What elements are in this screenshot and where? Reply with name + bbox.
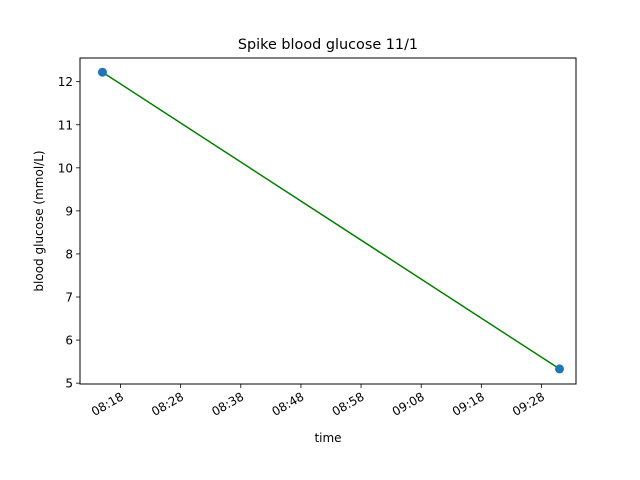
- y-tick-label: 12: [58, 75, 73, 89]
- x-tick-label: 08:18: [89, 389, 126, 418]
- y-tick-label: 9: [65, 204, 73, 218]
- y-tick-label: 10: [58, 161, 73, 175]
- data-point: [555, 364, 565, 374]
- plot-area: [97, 67, 565, 374]
- x-tick-label: 08:48: [269, 389, 306, 418]
- y-tick-label: 11: [58, 118, 73, 132]
- x-tick-label: 08:38: [209, 389, 246, 418]
- x-tick-label: 09:28: [510, 389, 547, 418]
- y-tick-label: 5: [65, 377, 73, 391]
- y-tick-label: 6: [65, 334, 73, 348]
- x-tick-label: 09:18: [450, 389, 487, 418]
- y-axis-label: blood glucose (mmol/L): [32, 150, 46, 291]
- x-axis-ticks: 08:18 08:28 08:38 08:48 08:58 09:08 09:18 09:28: [89, 384, 547, 419]
- x-tick-label: 09:08: [390, 389, 427, 418]
- series-line: [102, 71, 560, 370]
- y-tick-label: 7: [65, 291, 73, 305]
- y-axis-ticks: 5 6 7 8 9 10 11 12: [58, 75, 80, 391]
- plot-frame: [79, 57, 577, 385]
- y-tick-label: 8: [65, 247, 73, 261]
- data-point: [97, 67, 107, 77]
- x-axis-label: time: [314, 431, 341, 445]
- x-tick-label: 08:28: [149, 389, 186, 418]
- chart-title: Spike blood glucose 11/1: [238, 37, 418, 53]
- x-tick-label: 08:58: [330, 389, 367, 418]
